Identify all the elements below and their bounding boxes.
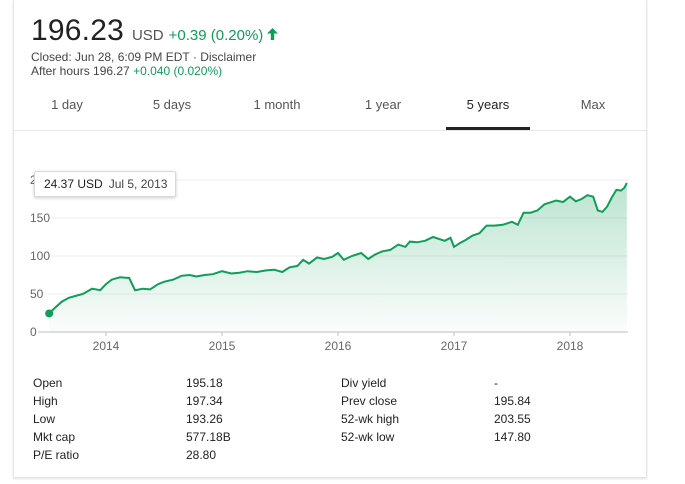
- price-change: +0.39 (0.20%): [168, 27, 264, 44]
- x-tick-label: 2014: [93, 339, 120, 353]
- stat-open: Open 195.18: [33, 376, 223, 390]
- x-tick-label: 2018: [557, 339, 584, 353]
- price-area: [49, 182, 627, 332]
- y-tick-label: 0: [30, 325, 37, 339]
- stat-52wk-high: 52-wk high 203.55: [341, 412, 531, 426]
- price-row: 196.23 USD +0.39 (0.20%): [31, 14, 279, 48]
- stats-right: Div yield - Prev close 195.84 52-wk high 20…: [341, 376, 601, 448]
- stats-left: Open 195.18 High 197.34 Low 193.26 Mkt cap 5…: [33, 376, 293, 466]
- arrow-up-icon: [267, 27, 279, 44]
- x-tick-label: 2017: [441, 339, 468, 353]
- stat-div-yield: Div yield -: [341, 376, 498, 390]
- stat-pe-ratio: P/E ratio 28.80: [33, 448, 217, 462]
- tab-5-days[interactable]: 5 days: [152, 97, 192, 112]
- y-tick-label: 50: [30, 287, 44, 301]
- range-tabs: 1 day 5 days 1 month 1 year 5 years Max: [14, 86, 648, 131]
- tab-1-day[interactable]: 1 day: [51, 97, 83, 112]
- x-axis-labels: 2014 2015 2016 2017 2018: [93, 332, 584, 353]
- stat-low: Low 193.26: [33, 412, 223, 426]
- after-hours-info: After hours 196.27 +0.040 (0.020%): [31, 64, 222, 78]
- tab-1-year[interactable]: 1 year: [364, 97, 402, 112]
- after-hours-label: After hours 196.27: [31, 64, 130, 78]
- x-tick-label: 2016: [325, 339, 352, 353]
- tab-1-month[interactable]: 1 month: [253, 97, 301, 112]
- tab-max[interactable]: Max: [580, 97, 606, 112]
- closed-info: Closed: Jun 28, 6:09 PM EDT · Disclaimer: [31, 50, 257, 64]
- tab-5-years[interactable]: 5 years: [443, 86, 533, 130]
- x-tick-label: 2015: [209, 339, 236, 353]
- after-hours-change: +0.040 (0.020%): [133, 64, 223, 78]
- y-tick-label: 150: [30, 211, 50, 225]
- stat-mkt-cap: Mkt cap 577.18B: [33, 430, 231, 444]
- tooltip-value: 24.37 USD: [44, 177, 103, 191]
- tooltip-date: Jul 5, 2013: [108, 177, 168, 191]
- price-line: [48, 182, 628, 315]
- stat-52wk-low: 52-wk low 147.80: [341, 430, 531, 444]
- hover-point: [45, 309, 54, 318]
- y-tick-label: 100: [30, 249, 50, 263]
- chart-tooltip: 24.37 USD Jul 5, 2013: [34, 171, 177, 197]
- currency-code: USD: [131, 27, 164, 44]
- stat-high: High 197.34: [33, 394, 223, 408]
- stat-prev-close: Prev close 195.84: [341, 394, 531, 408]
- current-price: 196.23: [31, 14, 124, 47]
